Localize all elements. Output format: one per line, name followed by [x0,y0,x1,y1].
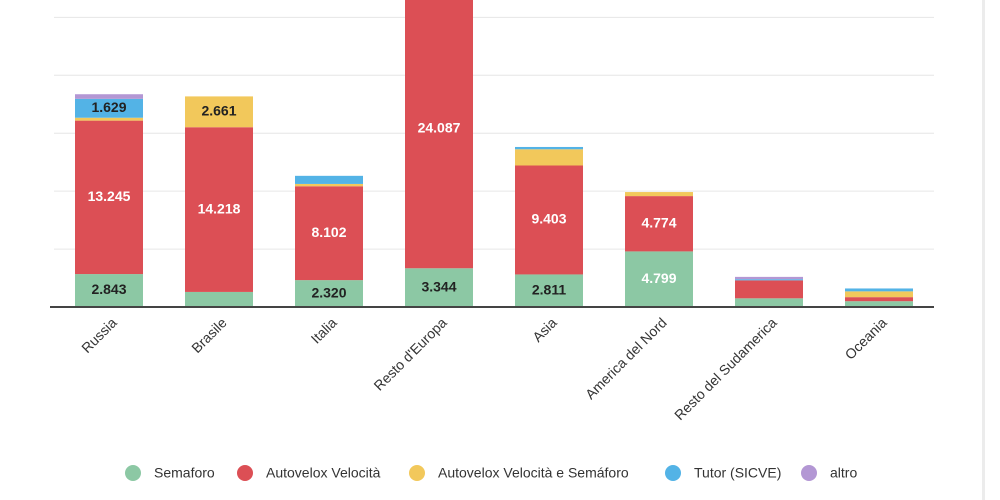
bar-segment [845,288,913,292]
bar-segment [75,120,143,275]
bar-segment [515,274,583,307]
bar-segment [185,96,253,128]
x-tick-label: Italia [308,314,340,346]
x-tick-label: Brasile [188,314,230,356]
value-label: 1.629 [91,99,126,115]
value-label: 4.774 [641,214,676,230]
x-tick-label: Oceania [842,314,890,362]
value-label: 24.087 [418,119,461,135]
bar-segment [185,127,253,292]
x-tick-label: Resto d'Europa [370,314,449,393]
bar-segment [405,0,473,269]
legend-label: Semaforo [154,465,215,481]
bar-segment [295,183,363,187]
bar-segment [405,268,473,307]
bar-segment [515,165,583,275]
legend-label: Autovelox Velocità [266,465,381,481]
value-label: 4.799 [641,270,676,286]
value-label: 2.320 [311,284,346,300]
bar-segment [515,146,583,150]
x-tick-label: Russia [78,314,120,356]
bar-segment [75,117,143,121]
bar-segment [845,301,913,307]
bars [75,0,913,307]
bar-segment [735,280,803,299]
legend-label: Autovelox Velocità e Semáforo [438,465,629,481]
bar-segment [625,192,693,197]
labels: 2.843 13.245 1.629 Russia 14.218 2.661 Brasile… [50,99,934,423]
value-label: 14.218 [198,200,241,216]
scrollbar-edge [982,0,985,500]
value-label: 2.661 [201,103,236,119]
bar-segment [185,291,253,307]
legend-swatch [409,465,425,481]
legend-swatch [801,465,817,481]
x-tick-label: Resto del Sudamerica [671,314,780,423]
value-label: 9.403 [531,211,566,227]
value-label: 3.344 [421,278,456,294]
legend-swatch [665,465,681,481]
value-label: 2.843 [91,281,126,297]
legend-swatch [237,465,253,481]
value-label: 2.811 [532,281,566,297]
x-tick-label: America del Nord [582,314,670,402]
legend-swatch [125,465,141,481]
value-label: 13.245 [88,188,131,204]
bar-segment [515,149,583,166]
legend-label: altro [830,465,857,481]
bar-segment [845,291,913,298]
bar-segment [845,297,913,302]
x-tick-label: Asia [529,314,560,345]
bar-segment [75,274,143,307]
bar-segment [735,298,803,307]
bar-segment [75,94,143,99]
bar-segment [735,279,803,281]
value-label: 8.102 [311,224,346,240]
bar-segment [295,280,363,307]
bar-segment [75,98,143,118]
bar-segment [735,276,803,280]
bar-segment [625,251,693,307]
legend-label: Tutor (SICVE) [694,465,781,481]
bar-segment [295,175,363,184]
bar-segment [295,186,363,281]
bar-segment [625,196,693,252]
